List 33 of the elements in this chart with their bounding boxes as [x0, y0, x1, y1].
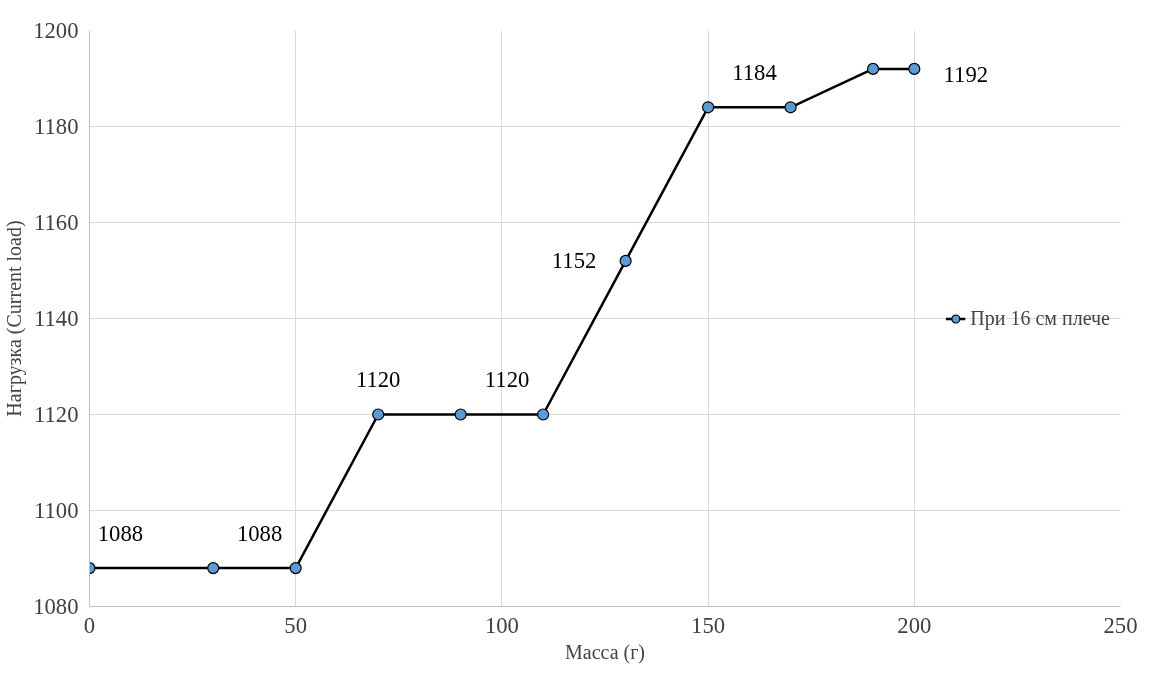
- y-tick-label: 1140: [34, 306, 79, 331]
- x-tick-label: 50: [284, 612, 308, 638]
- data-label: 1184: [732, 60, 777, 86]
- x-axis-title: Масса (г): [564, 640, 646, 664]
- point: [702, 101, 715, 114]
- point: [619, 254, 632, 267]
- legend-label: При 16 см плече: [970, 306, 1110, 330]
- point: [372, 408, 385, 421]
- data-label: 1120: [484, 367, 530, 393]
- y-tick-label: 1120: [34, 402, 79, 427]
- data-label: 1152: [551, 248, 597, 274]
- y-tick-label: 1100: [34, 498, 79, 523]
- data-label: 1088: [97, 521, 144, 547]
- data-label: 1192: [943, 62, 989, 88]
- y-tick-label: 1160: [34, 210, 79, 235]
- y-tick-label: 1180: [34, 114, 79, 139]
- point: [537, 408, 550, 421]
- y-tick-label: 1080: [33, 594, 79, 619]
- point: [908, 62, 921, 75]
- x-tick-label: 0: [83, 612, 96, 638]
- y-axis-title: Нагрузка (Current load): [3, 220, 27, 417]
- point: [784, 101, 797, 114]
- point: [289, 562, 302, 575]
- data-label: 1088: [236, 521, 283, 547]
- x-tick-label: 250: [1103, 612, 1138, 638]
- y-tick-label: 1200: [33, 18, 79, 43]
- x-tick-label: 100: [484, 612, 519, 638]
- x-tick-label: 200: [897, 612, 932, 638]
- point: [207, 562, 220, 575]
- point: [454, 408, 467, 421]
- point: [866, 62, 880, 75]
- data-label: 1120: [355, 367, 401, 393]
- x-tick-label: 150: [691, 612, 726, 638]
